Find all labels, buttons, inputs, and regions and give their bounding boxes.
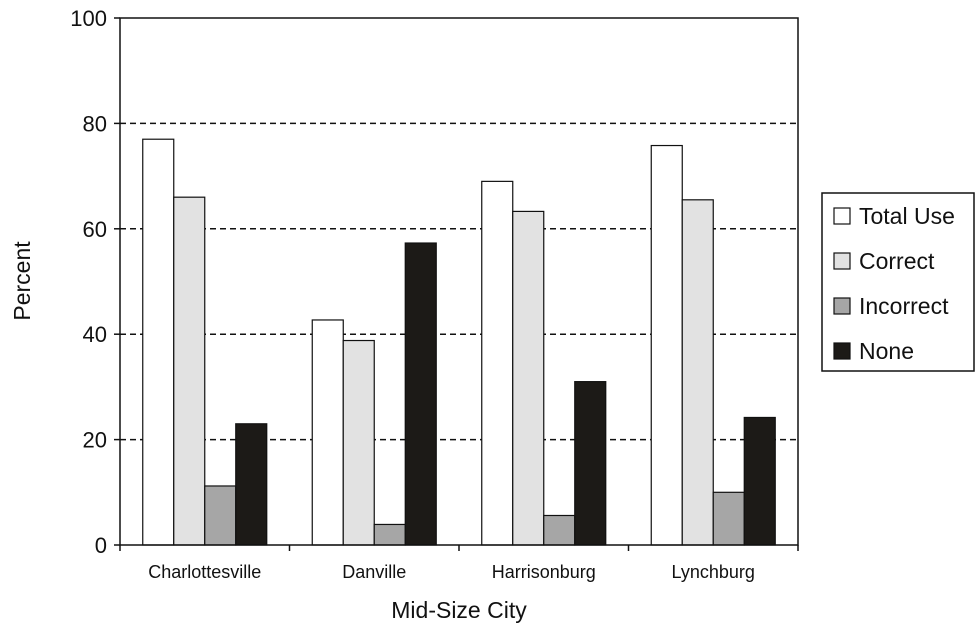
bar — [712, 491, 745, 546]
x-axis-title: Mid-Size City — [391, 597, 527, 623]
legend: Total Use Correct Incorrect None — [821, 192, 975, 372]
legend-item: None — [833, 338, 914, 364]
bar — [373, 523, 406, 546]
legend-label: Correct — [859, 248, 935, 274]
legend-swatch — [833, 297, 851, 315]
legend-item: Correct — [833, 248, 935, 274]
legend-swatch — [833, 207, 851, 225]
x-tick-label: Danville — [342, 562, 406, 582]
x-tick-label: Lynchburg — [672, 562, 755, 582]
bar — [681, 199, 714, 546]
x-tick-label: Charlottesville — [148, 562, 261, 582]
bar — [512, 210, 545, 546]
legend-label: None — [859, 338, 914, 364]
y-axis: 0 20 40 60 80 100 — [70, 6, 120, 558]
legend-label: Incorrect — [859, 293, 949, 319]
bar — [404, 242, 437, 546]
y-axis-title: Percent — [9, 241, 35, 321]
bar — [574, 381, 607, 546]
legend-label: Total Use — [859, 203, 955, 229]
bar — [650, 144, 683, 546]
bar — [481, 180, 514, 546]
y-tick-label: 80 — [83, 111, 107, 136]
y-tick-label: 60 — [83, 217, 107, 242]
y-tick-label: 100 — [70, 6, 107, 31]
y-tick-label: 20 — [83, 428, 107, 453]
legend-item: Incorrect — [833, 293, 949, 319]
y-tick-label: 40 — [83, 322, 107, 347]
bar — [543, 514, 576, 546]
bars — [142, 138, 776, 546]
bar — [204, 485, 237, 546]
bar — [173, 196, 206, 546]
legend-swatch — [833, 252, 851, 270]
y-tick-label: 0 — [95, 533, 107, 558]
x-axis: Charlottesville Danville Harrisonburg Lynch… — [119, 545, 799, 582]
bar — [311, 319, 344, 546]
bar — [743, 416, 776, 546]
bar — [235, 423, 268, 546]
legend-item: Total Use — [833, 203, 955, 229]
legend-swatch — [833, 342, 851, 360]
bar — [142, 138, 175, 546]
x-tick-label: Harrisonburg — [492, 562, 596, 582]
bar — [342, 339, 375, 546]
